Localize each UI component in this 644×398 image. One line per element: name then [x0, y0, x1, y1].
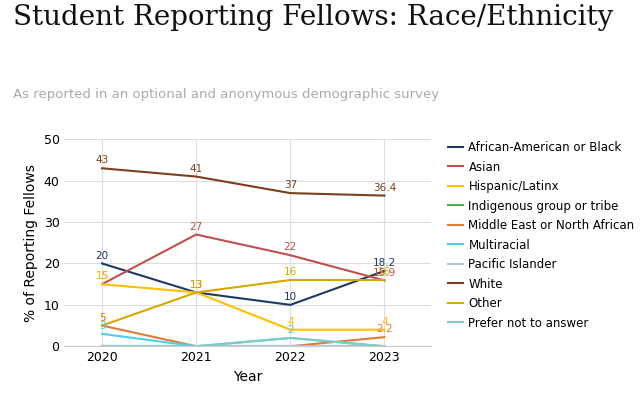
Text: 20: 20 [95, 251, 109, 261]
Text: 3: 3 [99, 321, 106, 331]
Hispanic/Latinx [287, 327, 294, 332]
White [381, 193, 388, 198]
Text: 2: 2 [287, 325, 294, 335]
Middle East or North African [98, 323, 106, 328]
Text: 13: 13 [189, 280, 203, 290]
White [193, 174, 200, 179]
Indigenous group or tribe [98, 344, 106, 349]
Middle East or North African [193, 344, 200, 349]
Line: Middle East or North African: Middle East or North African [102, 326, 384, 346]
Other [98, 323, 106, 328]
Text: 15: 15 [95, 271, 109, 281]
Line: Asian: Asian [102, 234, 384, 284]
Text: 22: 22 [283, 242, 297, 252]
Line: White: White [102, 168, 384, 195]
Indigenous group or tribe [193, 344, 200, 349]
Other [287, 278, 294, 283]
Multiracial [381, 344, 388, 349]
Text: 16: 16 [378, 267, 391, 277]
Text: 2: 2 [287, 325, 294, 335]
Text: 13: 13 [189, 280, 203, 290]
Hispanic/Latinx [98, 282, 106, 287]
Text: 2.2: 2.2 [376, 324, 393, 334]
Other [193, 290, 200, 295]
Line: Hispanic/Latinx: Hispanic/Latinx [102, 284, 384, 330]
Line: Multiracial: Multiracial [102, 334, 384, 346]
Middle East or North African [287, 344, 294, 349]
Text: As reported in an optional and anonymous demographic survey: As reported in an optional and anonymous… [13, 88, 439, 101]
Hispanic/Latinx [193, 290, 200, 295]
Prefer not to answer [98, 344, 106, 349]
Text: 4: 4 [381, 317, 388, 327]
Text: 18.2: 18.2 [373, 258, 396, 268]
Asian [381, 278, 388, 283]
White [98, 166, 106, 171]
Middle East or North African [381, 335, 388, 339]
Prefer not to answer [287, 336, 294, 340]
African-American or Black [98, 261, 106, 266]
Pacific Islander [193, 344, 200, 349]
Hispanic/Latinx [381, 327, 388, 332]
Multiracial [98, 332, 106, 336]
Line: African-American or Black: African-American or Black [102, 263, 384, 305]
Text: Student Reporting Fellows: Race/Ethnicity: Student Reporting Fellows: Race/Ethnicit… [13, 4, 613, 31]
Prefer not to answer [193, 344, 200, 349]
Line: Other: Other [102, 280, 384, 326]
Text: 5: 5 [99, 313, 106, 323]
Text: 15.9: 15.9 [373, 268, 396, 278]
Indigenous group or tribe [287, 344, 294, 349]
Y-axis label: % of Reporting Fellows: % of Reporting Fellows [24, 164, 38, 322]
Legend: African-American or Black, Asian, Hispanic/Latinx, Indigenous group or tribe, Mi: African-American or Black, Asian, Hispan… [448, 141, 634, 330]
Text: 5: 5 [99, 313, 106, 323]
Text: 36.4: 36.4 [373, 183, 396, 193]
African-American or Black [193, 290, 200, 295]
Multiracial [193, 344, 200, 349]
Pacific Islander [287, 344, 294, 349]
Text: 10: 10 [284, 292, 297, 302]
Text: 41: 41 [189, 164, 203, 174]
Text: 4: 4 [287, 317, 294, 327]
Other [381, 278, 388, 283]
Text: 27: 27 [189, 222, 203, 232]
Text: 15: 15 [95, 271, 109, 281]
Text: 37: 37 [283, 180, 297, 190]
Line: Prefer not to answer: Prefer not to answer [102, 338, 384, 346]
Asian [287, 253, 294, 258]
Asian [98, 282, 106, 287]
Pacific Islander [98, 344, 106, 349]
African-American or Black [287, 302, 294, 307]
Text: 16: 16 [283, 267, 297, 277]
African-American or Black [381, 269, 388, 273]
Text: 13: 13 [189, 280, 203, 290]
Multiracial [287, 336, 294, 340]
Asian [193, 232, 200, 237]
Prefer not to answer [381, 344, 388, 349]
Pacific Islander [381, 344, 388, 349]
Indigenous group or tribe [381, 344, 388, 349]
White [287, 191, 294, 195]
Text: 43: 43 [95, 156, 109, 166]
X-axis label: Year: Year [233, 370, 263, 384]
